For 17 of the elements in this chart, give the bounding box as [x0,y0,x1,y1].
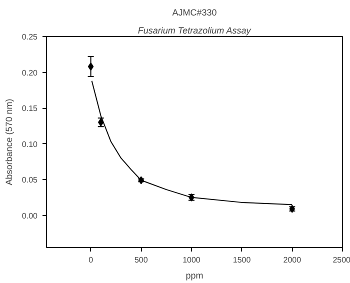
chart-title: AJMC#330 [172,8,217,18]
y-tick-label: 0.00 [22,211,38,220]
y-tick-label: 0.20 [22,68,38,78]
point [88,62,94,71]
x-tick-label: 500 [134,256,148,264]
x-tick-label: 1500 [232,256,252,264]
x-axis-title: ppm [186,270,204,280]
x-tick-label: 0 [88,256,94,264]
y-axis-title: Absorbance (570 nm) [4,98,14,186]
x-tick-label: 2500 [332,256,350,264]
y-tick-label: 0.15 [22,104,38,114]
y-tick-label: 0.25 [22,32,38,42]
chart-subtitle: Fusarium Tetrazolium Assay [138,26,252,36]
y-tick-label: 0.05 [22,176,38,185]
x-tick-label: 1000 [182,256,201,264]
x-tick-label: 2000 [283,256,302,264]
y-tick-label: 0.10 [22,140,38,149]
